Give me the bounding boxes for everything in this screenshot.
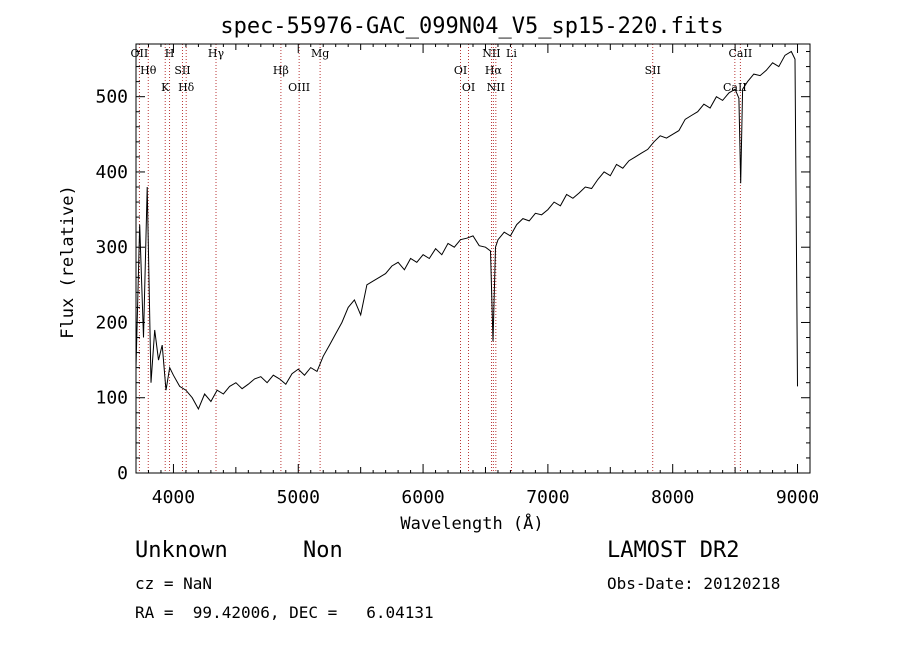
emission-line-labels: OII Hθ K H SII Hδ Hγ Hβ OIII Mg OI OI NII Hα NII Li SII C… xyxy=(131,47,753,94)
y-axis-label: Flux (relative) xyxy=(58,185,78,339)
line-label-2: K xyxy=(161,81,170,94)
line-label-8: OIII xyxy=(288,81,310,94)
line-label-17: CaII xyxy=(723,81,747,94)
line-label-14: NII xyxy=(487,81,505,94)
line-label-4: SII xyxy=(174,64,190,77)
survey-name: LAMOST DR2 xyxy=(607,538,740,563)
coordinates: RA = 99.42006, DEC = 6.04131 xyxy=(135,603,434,622)
x-axis-label: Wavelength (Å) xyxy=(400,512,543,534)
x-tick-label-5: 9000 xyxy=(776,487,819,508)
object-class: Unknown xyxy=(135,538,228,563)
line-label-16: SII xyxy=(645,64,661,77)
x-tick-label-2: 6000 xyxy=(401,487,444,508)
line-label-6: Hγ xyxy=(208,47,225,60)
x-tick-label-0: 4000 xyxy=(152,487,195,508)
spectrum-line xyxy=(135,50,798,411)
line-label-3: H xyxy=(165,47,175,60)
x-tick-label-1: 5000 xyxy=(277,487,320,508)
y-tick-label-5: 500 xyxy=(95,87,128,108)
x-tick-label-3: 7000 xyxy=(526,487,569,508)
plot-frame xyxy=(135,43,811,474)
line-label-10: OI xyxy=(454,64,467,77)
y-tick-label-4: 400 xyxy=(95,162,128,183)
object-subclass: Non xyxy=(303,538,343,563)
line-label-13: Hα xyxy=(485,64,503,77)
line-label-1: Hθ xyxy=(140,64,157,77)
y-tick-label-3: 300 xyxy=(95,237,128,258)
spectrum-chart: spec-55976-GAC_099N04_V5_sp15-220.fits O… xyxy=(58,14,819,534)
x-tick-label-4: 8000 xyxy=(651,487,694,508)
line-label-15: Li xyxy=(506,47,517,60)
y-tick-label-1: 100 xyxy=(95,388,128,409)
y-axis-ticks: 0 100 200 300 400 500 xyxy=(95,51,810,484)
chart-title: spec-55976-GAC_099N04_V5_sp15-220.fits xyxy=(220,14,723,39)
emission-line-markers xyxy=(138,44,741,473)
y-tick-label-0: 0 xyxy=(117,463,128,484)
redshift-cz: cz = NaN xyxy=(135,574,213,593)
line-label-5: Hδ xyxy=(178,81,195,94)
y-tick-label-2: 200 xyxy=(95,312,128,333)
observation-date: Obs-Date: 20120218 xyxy=(607,574,781,593)
line-label-18: CaII xyxy=(729,47,753,60)
line-label-0: OII xyxy=(131,47,149,60)
x-axis-ticks: 4000 5000 6000 7000 8000 9000 xyxy=(135,44,819,508)
line-label-11: OI xyxy=(462,81,475,94)
line-label-7: Hβ xyxy=(273,64,289,77)
line-label-12: NII xyxy=(482,47,500,60)
line-label-9: Mg xyxy=(311,47,329,60)
